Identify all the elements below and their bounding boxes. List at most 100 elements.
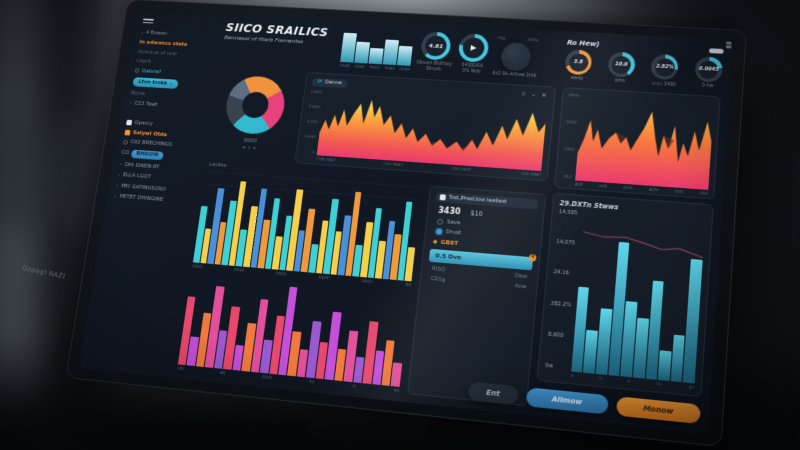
sidebar-item-salywl[interactable]: Salywl Otda bbox=[124, 129, 203, 140]
ent-button[interactable]: Ent bbox=[467, 381, 519, 406]
chevron-right-icon: › bbox=[113, 193, 118, 200]
x-tick: C00 0847 bbox=[451, 165, 472, 173]
badge-count: 4 bbox=[528, 254, 537, 262]
refresh-icon: ⟳ bbox=[317, 79, 323, 86]
y-tick: 0 bbox=[311, 149, 315, 155]
x-tick: 0 bbox=[598, 375, 602, 381]
stat-value: 14,075 bbox=[555, 239, 576, 247]
gauge-ring: 4.61 bbox=[420, 31, 453, 61]
x-tick: 0 bbox=[627, 378, 631, 384]
donut-label: 9000 bbox=[243, 137, 258, 145]
dashboard-screen: › 4 Bowen In adwancs stata Armunal of ura… bbox=[79, 9, 733, 434]
monitor-device: Oopagl RAZI › 4 Bowen In adwancs stata Ar… bbox=[21, 0, 747, 448]
sidebar-item[interactable]: Armunal of urar bbox=[137, 49, 178, 57]
stat-value: 3430 bbox=[437, 206, 461, 217]
gauge-bmx: 10.0 bmx bbox=[606, 51, 636, 87]
y-tick: 1320 bbox=[563, 146, 575, 152]
chevron-right-icon: › bbox=[119, 161, 123, 168]
tick-label: 9040 bbox=[384, 65, 396, 71]
teal-bar-chart: 0 0 0 10. 4? bbox=[570, 211, 705, 390]
x-tick: 40% bbox=[648, 186, 659, 193]
document-icon bbox=[439, 194, 447, 201]
pagination-dots[interactable] bbox=[242, 146, 256, 150]
x-tick: 033 bbox=[699, 190, 709, 196]
y-tick: 0,600 bbox=[304, 133, 317, 140]
y-tick: 1,800 bbox=[308, 103, 321, 110]
hamburger-menu-icon[interactable]: ≡ ≡ bbox=[724, 38, 733, 52]
sidebar-item-oparcy[interactable]: Oparcy bbox=[125, 119, 205, 131]
bar-charts-stack: 2000 2003 P003 2003 0003 XX (30 bbox=[175, 169, 424, 393]
radio-on-icon[interactable] bbox=[435, 228, 443, 235]
y-tick: 2,400 bbox=[310, 88, 323, 95]
monow-button[interactable]: Monow bbox=[615, 396, 701, 425]
x-tick: 4? bbox=[688, 384, 695, 390]
sidebar-item-bowen[interactable]: › 4 Bowen bbox=[140, 29, 168, 37]
right-column: Ro Hew) 3.8 awdp 10.0 bmx 2.82% 9000 340… bbox=[467, 38, 733, 425]
play-arrow-icon[interactable] bbox=[470, 45, 478, 51]
trend-line bbox=[580, 211, 706, 279]
center-column: SIICO SRAILICS Bennesal of Hlarb Flament… bbox=[175, 20, 560, 407]
y-tick: 2600 bbox=[568, 92, 580, 98]
tick-label: 9002 bbox=[369, 64, 381, 70]
x-tick: 2002 bbox=[261, 373, 273, 381]
gauge-awdp: 3.8 awdp bbox=[563, 49, 593, 84]
status-pill[interactable] bbox=[708, 47, 724, 54]
x-tick: -0 bbox=[351, 383, 357, 389]
chevron-right-icon: › bbox=[117, 171, 121, 179]
sidebar-link[interactable]: Oalvra? bbox=[134, 68, 212, 78]
x-tick: 48 bbox=[219, 369, 226, 376]
sidebar-item[interactable]: › HETET DHINGINE bbox=[113, 193, 164, 204]
flag-icon bbox=[124, 129, 131, 136]
sidebar-blue-pill[interactable]: BHDOW bbox=[131, 149, 164, 160]
x-tick: 0 bbox=[570, 372, 574, 379]
radio-off-icon[interactable] bbox=[436, 218, 444, 226]
gauge-widget-b: 0420DG6 0% Nutr bbox=[457, 33, 491, 76]
stat-value: 14,585 bbox=[558, 209, 578, 217]
stat-value: 24.16 bbox=[553, 269, 570, 277]
bell-icon: ◆ bbox=[432, 238, 438, 246]
circle-icon bbox=[122, 139, 129, 145]
gauge-widget-a: 4.61 Obvam Bluthisy Dinurb bbox=[416, 31, 456, 74]
right-area-chart-panel: 2600 2020 1320 310 bbox=[553, 87, 721, 200]
multicolor-bar-chart: 2000 2003 P003 2003 0003 XX bbox=[190, 169, 424, 287]
sidebar-item[interactable]: › ELLA LGOT bbox=[117, 171, 152, 181]
y-tick: 310 bbox=[563, 173, 573, 180]
sidebar-item[interactable]: Ceprk bbox=[135, 58, 152, 65]
x-tick: 09K bbox=[598, 183, 608, 189]
stat-value: 0w bbox=[544, 362, 554, 370]
x-tick: 02K bbox=[674, 188, 684, 195]
x-tick: 10. bbox=[655, 380, 664, 387]
gauge-row: 3.8 awdp 10.0 bmx 2.82% 9000 3400 0.0045… bbox=[563, 49, 724, 91]
mini-bars bbox=[340, 27, 414, 66]
rotary-knob[interactable] bbox=[499, 42, 533, 72]
knob-widget: 20g 200g 9n2 0A Arthae 2mb bbox=[491, 35, 539, 79]
y-tick: 2020 bbox=[565, 119, 578, 125]
pink-bar-chart: (30 48 2002 90 -0 E3 bbox=[175, 268, 413, 393]
title-block: SIICO SRAILICS Bennesal of Hlarb Flament… bbox=[224, 20, 339, 47]
chart-filter-pill[interactable]: ⟳ Oanne bbox=[311, 77, 348, 89]
chevron-right-icon: › bbox=[129, 99, 133, 107]
chevron-right-icon: › bbox=[169, 81, 173, 87]
sidebar-item[interactable]: Bonw bbox=[130, 90, 146, 97]
sidebar-item-co2[interactable]: C02 BRECHINGS bbox=[122, 139, 202, 150]
chevron-right-icon: › bbox=[115, 182, 119, 190]
donut-chart bbox=[222, 74, 288, 136]
tick-label: 0003 bbox=[399, 66, 411, 72]
flame-area-chart-panel: ⟳ Oanne ◇ ⌄ ≡ 2,400 1,800 1,200 0,600 0 bbox=[294, 71, 557, 182]
stats-panel: 29.DXTn Stwws ≡ ≡ 14,585 14,075 24.16 282… bbox=[536, 39, 733, 398]
sidebar-pill-button[interactable]: Lfvn trokk › bbox=[132, 77, 179, 90]
stat-value: 282.2% bbox=[550, 300, 572, 309]
sidebar-item-co[interactable]: CO BHDOW bbox=[121, 149, 201, 163]
right-panel-title: Ro Hew) bbox=[566, 38, 600, 49]
sidebar-item[interactable]: › OHI DIKEN-RT bbox=[119, 161, 160, 171]
x-tick: 90 bbox=[308, 378, 315, 385]
app-icon bbox=[125, 119, 133, 126]
tick-label: 9060 bbox=[354, 63, 365, 69]
ailmow-button[interactable]: Ailmow bbox=[525, 387, 609, 415]
sidebar-item-active[interactable]: In adwancs stata bbox=[138, 39, 188, 48]
sidebar-item[interactable]: › C13 Tawt bbox=[129, 99, 158, 108]
hamburger-menu-icon[interactable] bbox=[142, 18, 154, 24]
chart-toolbar-icons[interactable]: ◇ ⌄ ≡ bbox=[520, 91, 549, 100]
x-tick: CV8 0847 bbox=[315, 156, 336, 163]
